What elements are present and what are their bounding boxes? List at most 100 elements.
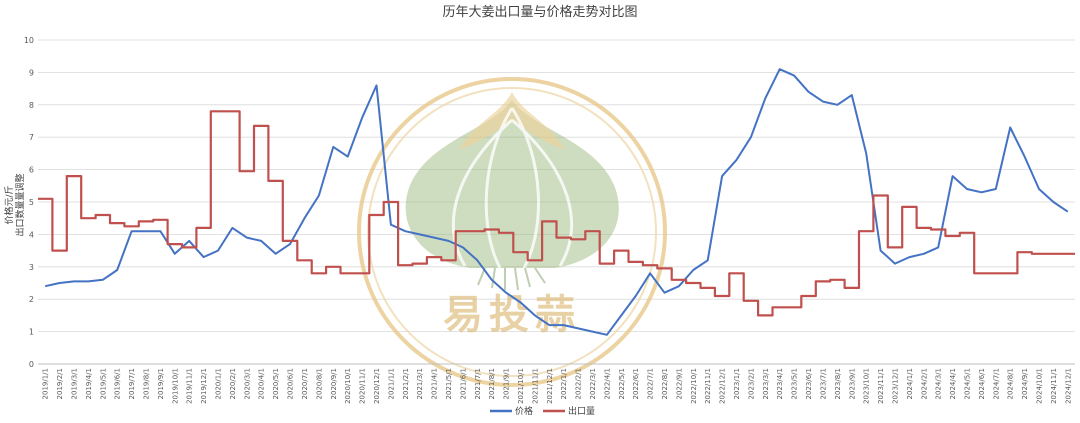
- x-tick-label: 2020/8/1: [315, 368, 323, 399]
- x-tick-label: 2024/7/1: [992, 368, 1000, 399]
- x-tick-label: 2020/11/1: [359, 368, 367, 404]
- x-tick-label: 2019/12/1: [200, 368, 208, 404]
- x-tick-label: 2024/10/1: [1035, 368, 1043, 404]
- legend-label-price: 价格: [515, 405, 533, 417]
- watermark-garlic-clove-lines: [451, 107, 574, 269]
- x-tick-label: 2023/10/1: [863, 368, 871, 404]
- x-tick-label: 2021/5/1: [445, 368, 453, 399]
- x-tick-label: 2024/9/1: [1021, 368, 1029, 399]
- x-tick-label: 2020/5/1: [272, 368, 280, 399]
- series-line-export: [38, 110, 1075, 317]
- x-tick-label: 2019/3/1: [71, 368, 79, 399]
- x-tick-label: 2022/7/1: [647, 368, 655, 399]
- y-tick-label: 10: [24, 36, 34, 45]
- x-tick-label: 2019/7/1: [128, 368, 136, 399]
- x-tick-label: 2023/1/1: [733, 368, 741, 399]
- x-tick-label: 2023/7/1: [819, 368, 827, 399]
- y-tick-label: 4: [29, 230, 34, 239]
- x-tick-label: 2020/6/1: [287, 368, 295, 399]
- x-tick-label: 2021/7/1: [474, 368, 482, 399]
- legend: 价格 出口量: [490, 405, 595, 417]
- x-tick-label: 2023/2/1: [747, 368, 755, 399]
- x-tick-label: 2021/4/1: [431, 368, 439, 399]
- x-tick-label: 2020/4/1: [258, 368, 266, 399]
- x-tick-label: 2020/1/1: [215, 368, 223, 399]
- x-tick-label: 2024/2/1: [920, 368, 928, 399]
- x-tick-label: 2024/11/1: [1050, 368, 1058, 404]
- x-tick-label: 2024/8/1: [1007, 368, 1015, 399]
- x-tick-label: 2022/11/1: [704, 368, 712, 404]
- x-tick-label: 2019/6/1: [114, 368, 122, 399]
- x-tick-label: 2023/8/1: [834, 368, 842, 399]
- x-tick-label: 2020/7/1: [301, 368, 309, 399]
- x-tick-label: 2023/6/1: [805, 368, 813, 399]
- y-axis-title-line1: 价格元/斤: [3, 185, 15, 224]
- y-axis-title-line2: 出口数量量调整: [14, 173, 26, 236]
- x-tick-label: 2019/4/1: [85, 368, 93, 399]
- y-tick-label: 3: [29, 263, 34, 272]
- x-tick-label: 2023/9/1: [848, 368, 856, 399]
- x-tick-label: 2022/9/1: [675, 368, 683, 399]
- y-tick-label: 7: [29, 133, 34, 142]
- x-tick-label: 2024/5/1: [963, 368, 971, 399]
- x-tick-label: 2019/9/1: [157, 368, 165, 399]
- x-tick-label: 2021/12/1: [546, 368, 554, 404]
- watermark-ring-outer: [357, 77, 667, 387]
- y-axis-title: 价格元/斤 出口数量量调整: [3, 173, 26, 236]
- x-tick-label: 2021/8/1: [488, 368, 496, 399]
- x-tick-label: 2020/12/1: [373, 368, 381, 404]
- x-tick-label: 2022/12/1: [719, 368, 727, 404]
- series-lines: [38, 68, 1075, 336]
- watermark-ring-inner: [367, 87, 657, 377]
- x-tick-label: 2024/6/1: [978, 368, 986, 399]
- x-tick-label: 2022/8/1: [661, 368, 669, 399]
- x-tick-label: 2019/11/1: [186, 368, 194, 404]
- y-axis-ticks: 0 1 2 3 4 5 6 7 8 9 10: [24, 36, 34, 369]
- watermark-text: 易投蒜: [443, 292, 581, 338]
- y-tick-label: 9: [29, 68, 34, 77]
- x-tick-label: 2020/9/1: [330, 368, 338, 399]
- x-tick-label: 2019/1/1: [42, 368, 50, 399]
- y-tick-label: 6: [29, 166, 34, 175]
- watermark-logo: 易投蒜: [357, 77, 667, 387]
- x-tick-label: 2022/1/1: [560, 368, 568, 399]
- watermark-garlic-roots: [477, 267, 546, 291]
- watermark-garlic-top: [460, 92, 564, 150]
- y-tick-label: 0: [29, 360, 34, 369]
- x-tick-label: 2021/2/1: [402, 368, 410, 399]
- y-tick-label: 2: [29, 295, 34, 304]
- x-tick-label: 2024/12/1: [1064, 368, 1072, 404]
- x-tick-label: 2021/3/1: [416, 368, 424, 399]
- series-line-price: [44, 68, 1069, 336]
- x-tick-label: 2022/5/1: [618, 368, 626, 399]
- x-tick-label: 2021/9/1: [503, 368, 511, 399]
- x-tick-label: 2022/10/1: [690, 368, 698, 404]
- x-tick-label: 2024/1/1: [906, 368, 914, 399]
- x-tick-label: 2021/11/1: [531, 368, 539, 404]
- x-tick-label: 2023/3/1: [762, 368, 770, 399]
- x-tick-label: 2022/3/1: [589, 368, 597, 399]
- x-tick-label: 2022/6/1: [632, 368, 640, 399]
- x-tick-label: 2019/2/1: [56, 368, 64, 399]
- x-tick-label: 2020/2/1: [229, 368, 237, 399]
- y-tick-label: 5: [29, 198, 34, 207]
- x-tick-label: 2019/5/1: [99, 368, 107, 399]
- x-tick-label: 2019/8/1: [143, 368, 151, 399]
- y-tick-label: 1: [29, 328, 34, 337]
- x-tick-label: 2021/6/1: [459, 368, 467, 399]
- x-tick-label: 2023/4/1: [776, 368, 784, 399]
- x-tick-label: 2023/12/1: [891, 368, 899, 404]
- x-tick-label: 2024/4/1: [949, 368, 957, 399]
- chart-title: 历年大姜出口量与价格走势对比图: [442, 4, 637, 20]
- x-tick-label: 2022/2/1: [575, 368, 583, 399]
- x-tick-label: 2020/3/1: [243, 368, 251, 399]
- x-tick-label: 2022/4/1: [603, 368, 611, 399]
- x-axis-ticks: 2019/1/1 2019/2/1 2019/3/1 2019/4/1 2019/5/1…: [42, 368, 1073, 404]
- x-tick-label: 2023/5/1: [791, 368, 799, 399]
- legend-label-export: 出口量: [568, 405, 595, 417]
- x-tick-label: 2021/1/1: [387, 368, 395, 399]
- y-tick-label: 8: [29, 101, 34, 110]
- x-tick-label: 2024/3/1: [935, 368, 943, 399]
- x-tick-label: 2021/10/1: [517, 368, 525, 404]
